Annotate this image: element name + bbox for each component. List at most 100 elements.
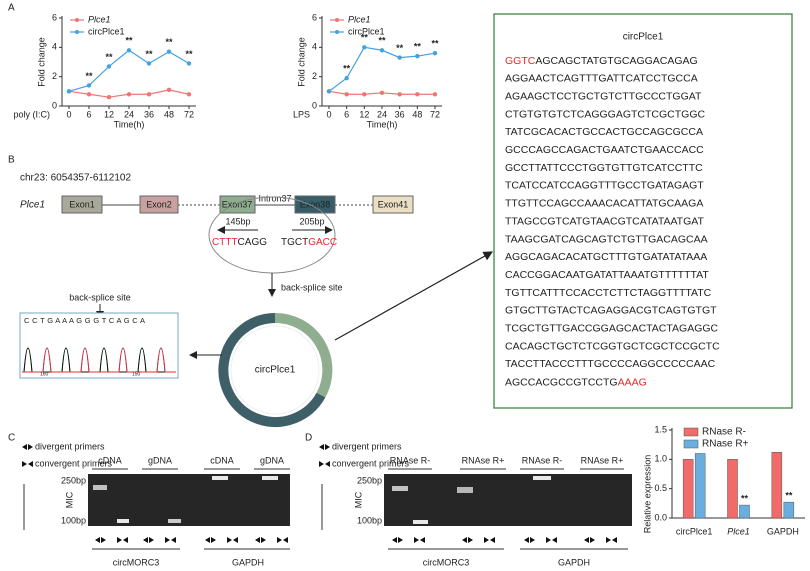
gel	[88, 474, 290, 526]
sequence-box	[493, 13, 793, 409]
point	[379, 90, 385, 96]
circ-inner	[230, 325, 320, 415]
trace	[22, 347, 176, 373]
y-tick-label: 4	[312, 42, 317, 52]
primer-arrow	[283, 537, 288, 543]
significance: **	[145, 49, 153, 59]
exon-label: Exon37	[222, 199, 253, 209]
primer-arrow	[95, 537, 100, 543]
primer-arrow	[325, 444, 330, 450]
bar	[783, 501, 795, 519]
sequence-title: circPlce1	[623, 32, 664, 43]
point	[126, 48, 132, 53]
y-axis-label: Fold change	[296, 37, 306, 87]
group-label: circMORC3	[113, 557, 160, 567]
primer-arrow	[398, 537, 403, 543]
point	[66, 89, 72, 94]
primer-arrow	[165, 537, 170, 543]
significance: **	[85, 71, 93, 81]
legend-marker	[75, 18, 79, 22]
chromatogram	[22, 347, 176, 373]
primer-arrow	[319, 444, 324, 450]
point	[415, 92, 420, 97]
primer-arrow	[171, 537, 176, 543]
point	[86, 92, 92, 97]
bar	[682, 459, 694, 519]
significance: **	[185, 49, 193, 59]
primer-arrow	[524, 537, 529, 543]
x-tick-label: Plce1	[727, 526, 750, 536]
primer-arrow	[490, 537, 495, 543]
sequence-line: GTGCTTGTACTCAGAGGACGTCAGTGTGT	[505, 305, 717, 317]
sequence-line: AGGAACTCAGTTTGATTCATCCTGCCA	[505, 73, 698, 85]
sequence-part: AGCAGCTATGTGCAGGACAGAG	[535, 55, 697, 67]
primer-arrow	[101, 537, 106, 543]
bar	[771, 452, 783, 519]
primer-arrow	[261, 537, 266, 543]
legend-marker	[335, 30, 339, 34]
significance: **	[343, 64, 351, 74]
sequence-line: GCCCAGCCAGACTGAATCTGAACCACC	[505, 144, 704, 156]
sequence-line: AGCCACGCCGTCCTGAAAG	[505, 376, 647, 388]
point	[166, 87, 172, 93]
significance: **	[361, 33, 369, 43]
sequence-line: GCCTTATTCCCTGGTGTTGTCATCCTTC	[505, 162, 703, 174]
significance: **	[378, 36, 386, 46]
group-label: GAPDH	[232, 557, 264, 567]
point	[86, 83, 92, 88]
panel-letter: A	[8, 3, 15, 14]
point	[106, 95, 112, 100]
significance: **	[431, 39, 439, 49]
primer-arrow	[233, 537, 238, 543]
legend-text: divergent primers	[332, 441, 402, 451]
exon-label: Exon1	[69, 199, 95, 209]
sequence-part: AGCCACGCCGTCCTG	[505, 376, 618, 388]
circ-ring	[218, 313, 326, 427]
exon	[372, 195, 414, 214]
significance: **	[414, 42, 422, 52]
y-tick-label: 0.5	[654, 483, 667, 493]
sequence-part: GGTC	[505, 55, 536, 67]
y-axis-label: Relative expression	[642, 455, 652, 534]
x-tick-label: 12	[359, 109, 369, 119]
legend-text: Plce1	[348, 14, 371, 24]
exon	[61, 195, 103, 214]
side-label: MIC	[353, 491, 363, 508]
gel	[384, 474, 632, 526]
legend-text: RNase R-	[702, 427, 746, 438]
legend-marker	[335, 18, 339, 22]
group-label: circMORC3	[423, 557, 470, 567]
exon	[139, 195, 179, 214]
sequence-line: TCATCCATCCAGGTTTGCCTGATAGAGT	[505, 180, 704, 192]
significance: **	[396, 43, 404, 53]
lane-label: gDNA	[260, 455, 284, 465]
sequence-line: TTGTTCCAGCCAAACACATTATGCAAGA	[505, 198, 703, 210]
legend-text: divergent primers	[35, 441, 105, 451]
significance: **	[785, 491, 793, 501]
length-label: 205bp	[299, 216, 324, 226]
significance: **	[105, 52, 113, 62]
chromatogram-box	[19, 312, 179, 379]
lane-label: RNAse R+	[581, 455, 624, 465]
primer-arrow	[612, 537, 617, 543]
point	[432, 92, 438, 97]
point	[166, 49, 172, 54]
primer-arrow	[468, 537, 473, 543]
primer-arrow	[325, 461, 330, 467]
chrom-title: back-splice site	[69, 292, 131, 302]
point	[146, 92, 152, 97]
lane-label: RNAse R-	[390, 455, 431, 465]
point	[146, 61, 152, 66]
legend-swatch	[683, 439, 699, 449]
sequence-line: CACAGCTGCTCTCGGTGCTCGCTCCGCTC	[505, 340, 720, 352]
primer-arrow	[255, 537, 260, 543]
group-label: GAPDH	[558, 557, 590, 567]
side-label: MIC	[64, 491, 74, 508]
sequence-line: TACCTTACCCTTTGCCCCAGGCCCCCAAC	[505, 358, 716, 370]
primer-arrow	[584, 537, 589, 543]
lane-label: cDNA	[98, 455, 122, 465]
gene-name: Plce1	[20, 200, 45, 211]
bar	[694, 453, 706, 519]
lane-label: gDNA	[148, 455, 172, 465]
